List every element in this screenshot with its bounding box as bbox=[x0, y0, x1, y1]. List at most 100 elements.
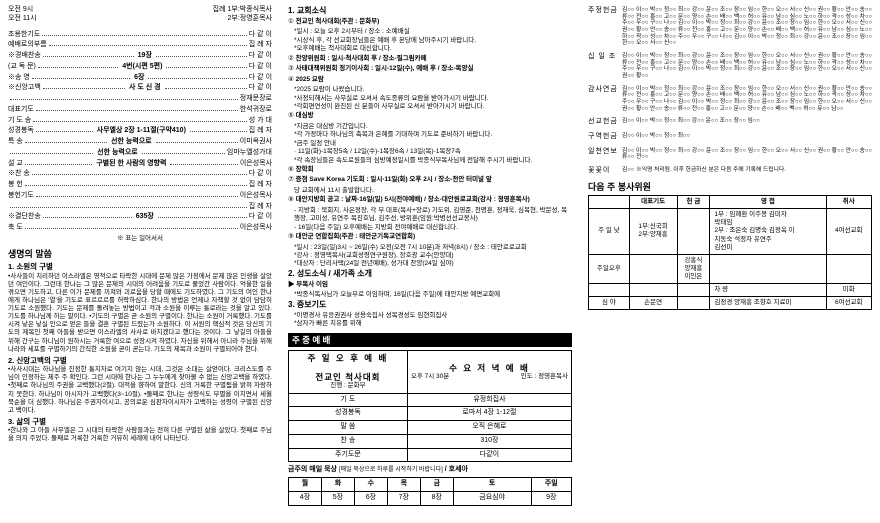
sermon-h2: 2. 신앙고백의 구별 bbox=[8, 356, 272, 365]
stand-note: ※ 표는 일어서서 bbox=[8, 235, 272, 243]
next-week-servants-title: 다음 주 봉사위원 bbox=[588, 182, 872, 193]
day-chapter: 9장 bbox=[531, 491, 571, 505]
notice-header-2: 2. 성도소식 / 새가족 소개 bbox=[288, 269, 572, 279]
offering-names: 주정헌금김○○ 이○○ 박○○ 정○○ 최○○ 강○○ 윤○○ 조○○ 장○○ … bbox=[588, 7, 872, 176]
day-chapter: 8장 bbox=[420, 491, 453, 505]
serve-head: 헌 금 bbox=[677, 196, 710, 209]
service-row: 찬 송310장 bbox=[289, 434, 572, 448]
order-row: 성경봉독사무엘상 2장 1-11절(구약410)집 례 자 bbox=[8, 126, 272, 136]
offering-row: 선교헌금김○○ 이○○ 박○○ 정○○ 최○○ 강○○ 윤○○ 조○○ 장○○ … bbox=[588, 118, 872, 127]
notice-item: ⑤ 대심방 bbox=[288, 112, 572, 120]
serve-row: 주일오후강홍식 양재흥 이인은 bbox=[589, 254, 872, 283]
notice-list-3: *이명경사 유응권권사 성용숙집사 성복경성도 임현희집사*삼자가 빠른 치유를… bbox=[288, 312, 572, 329]
order-row: 집 례 자 bbox=[8, 202, 272, 212]
serve-row: 주 일 낮1부:신국희 2부:양재흥1부 : 임혜환 이주봉 김미자 박태임 2… bbox=[589, 209, 872, 255]
order-row: 정재문장로 bbox=[8, 94, 272, 104]
order-row: 예배로의부름집 례 자 bbox=[8, 40, 272, 50]
order-row: 특 송선한 능력으로이미옥권사 bbox=[8, 137, 272, 147]
sermon-h1: 1. 소원의 구별 bbox=[8, 262, 272, 271]
notice-item: ② 찬양위원회 : 일시-척사대회 후 / 장소-필그림카페 bbox=[288, 55, 572, 63]
column-announcements: 1. 교회소식 ① 전교인 척사대회(주관 : 문화부) *일시 : 오늘 오후 … bbox=[280, 0, 580, 523]
notice-item: ⑧ 대안지방회 공고 : 날짜-16일(일) 5시(전야예배) / 장소-대안원… bbox=[288, 196, 572, 204]
service-times: 오전 9시집례 1부:박종식목사 오전 11시2부:정영훈목사 bbox=[8, 6, 272, 24]
daily-reading-header: 금주의 매일 묵상 [매일 묵상으로 하루를 시작하기 바랍니다] / 호세아 bbox=[288, 466, 572, 475]
notice-item: ① 전교인 척사대회(주관 : 문화부) bbox=[288, 18, 572, 26]
offering-row: 감사연금김○○ 이○○ 박○○ 정○○ 최○○ 강○○ 윤○○ 조○○ 장○○ … bbox=[588, 86, 872, 113]
notice-list-2: ▶ 부목사 이임 *박종식독사님가 오늘부로 이임하며, 16일(다음 주일)에 … bbox=[288, 281, 572, 300]
day-head: 월 bbox=[289, 478, 322, 492]
notice-sub: *사정되해서는 사무실로 오셔서 속도종류의 요람을 받아가시기 바랍니다. bbox=[288, 95, 572, 103]
service-row: 기 도유정희집사 bbox=[289, 393, 572, 407]
notice-sub: 당 교회에서 11시 출발합니다. bbox=[288, 187, 572, 195]
offering-row: 십 일 조김○○ 이○○ 박○○ 정○○ 최○○ 강○○ 윤○○ 조○○ 장○○… bbox=[588, 53, 872, 80]
time-1: 오전 9시 bbox=[8, 6, 33, 15]
notice-sub: *오후예배는 척사대회로 대신합니다. bbox=[288, 45, 572, 53]
weekday-service-table: 주 일 오 후 예 배 전교인 척사대회 진행 : 문화부 수 요 저 녁 예 … bbox=[288, 350, 572, 462]
day-chapter: 금요심야 bbox=[453, 491, 531, 505]
order-row: 대표기도한석귀장로 bbox=[8, 105, 272, 115]
notice-item: ▶ 부목사 이임 bbox=[288, 281, 572, 289]
day-chapter: 4장 bbox=[289, 491, 322, 505]
day-head: 토 bbox=[453, 478, 531, 492]
offering-row: 꽃꽃이김○○ ※익명 처리됨. 이후 헌금하신 분은 다음 주에 기록해 드립니… bbox=[588, 167, 872, 176]
order-row: 봉헌기도이은성목사 bbox=[8, 191, 272, 201]
day-head: 목 bbox=[387, 478, 420, 492]
serve-head: 대표기도 bbox=[629, 196, 677, 209]
order-row: (교 독 문)4번(시편 5편)다 같 이 bbox=[8, 62, 272, 72]
notice-list-1: ① 전교인 척사대회(주관 : 문화부) *일시 : 오늘 오후 2시부터 / 장… bbox=[288, 18, 572, 269]
order-row: 축 도이은성목사 bbox=[8, 223, 272, 233]
sermon-h3: 3. 삶의 구별 bbox=[8, 417, 272, 426]
service-row: 성경봉독로마서 4장 1-12절 bbox=[289, 407, 572, 421]
column-worship-order: 오전 9시집례 1부:박종식목사 오전 11시2부:정영훈목사 조용한기도다 같… bbox=[0, 0, 280, 523]
order-row: 기 도 송성 가 대 bbox=[8, 116, 272, 126]
prayer-item: *삼자가 빠른 치유를 위해 bbox=[288, 320, 572, 328]
notice-sub: *각 속장님들은 속도로원들의 심방예정일시를 박종식부목사님께 전달해 주시기… bbox=[288, 157, 572, 165]
event-title: 전교인 척사대회 bbox=[292, 372, 404, 383]
offering-row: 구역헌금김○○ 이○○ 박○○ 정○○ 최○○ bbox=[588, 133, 872, 142]
offering-row: 일천연보김○○ 이○○ 박○○ 정○○ 최○○ 강○○ 윤○○ 조○○ 장○○ … bbox=[588, 148, 872, 161]
sunday-pm-title: 주 일 오 후 예 배 bbox=[292, 353, 404, 364]
notice-sub: *일시 : 23일(일)3시 ~ 26일(수) 오전(오전 7시 10분)과 저… bbox=[288, 244, 572, 252]
notice-item: ③ 사태대책위원회 정기이사회 : 일시-12일(수), 예배 후 / 장소-목… bbox=[288, 65, 572, 73]
time-2: 오전 11시 bbox=[8, 15, 37, 24]
notice-sub: · 11일(화)-1목장5속 / 12일(수)-1목장6속 / 13일(목)-1… bbox=[288, 148, 572, 156]
order-row: ※송 영6장다 같 이 bbox=[8, 73, 272, 83]
sermon-p1: •사사들이 치리하던 이스라엘은 영적으로 타락한 시대에 문제 많은 가정에서… bbox=[8, 273, 272, 354]
service-row: 말 씀오직 은혜로 bbox=[289, 421, 572, 435]
notice-sub: - 16일(다음 주일) 오후예배는 지방회 전야예배로 대신합니다. bbox=[288, 224, 572, 232]
order-row: 선한 능력으로임마누엘성가대 bbox=[8, 148, 272, 158]
notice-sub: *각 가정마다 하나님의 축복과 은혜를 기대하며 기도로 준비하기 바랍니다. bbox=[288, 131, 572, 139]
day-chapter: 5장 bbox=[321, 491, 354, 505]
notice-header-1: 1. 교회소식 bbox=[288, 6, 572, 16]
day-chapter: 7장 bbox=[387, 491, 420, 505]
serve-row: 심 야손문연김정경 양재흥 조향호 지료미6여선교회 bbox=[589, 297, 872, 310]
order-row: 조용한기도다 같 이 bbox=[8, 30, 272, 40]
notice-sub: *박종식독사님가 오늘부로 이임하며, 16일(다음 주일)에 태안지방 예면교… bbox=[288, 291, 572, 299]
serve-head bbox=[589, 196, 630, 209]
notice-sub: *일시 : 오늘 오후 2시부터 / 장소 : 소예배실 bbox=[288, 28, 572, 36]
notice-sub: - 지방회 : 북회지, 사은정장, 각 부 대표(목사+장로) 기도위, 김영… bbox=[288, 207, 572, 224]
column-offerings: 주정헌금김○○ 이○○ 박○○ 정○○ 최○○ 강○○ 윤○○ 조○○ 장○○ … bbox=[580, 0, 880, 523]
weekday-worship-bar: 주 중 예 배 bbox=[288, 333, 572, 348]
event-sub: 진행 : 문화부 bbox=[292, 382, 404, 390]
sermon-p3: •한나와 그 아들 사무엘은 그 시대의 타락한 사람들과는 전혀 다른 구별된… bbox=[8, 427, 272, 443]
notice-sub: *각회편연성이 완진된 신 분들이 사무실로 오셔서 받아가시기 바랍니다. bbox=[288, 103, 572, 111]
serve-head: 취사 bbox=[826, 196, 872, 209]
order-row: ※결단찬송635장다 같 이 bbox=[8, 212, 272, 222]
serve-row: 차 량미화 bbox=[589, 284, 872, 297]
order-of-worship: 조용한기도다 같 이예배로의부름집 례 자※경배찬송19장다 같 이(교 독 문… bbox=[8, 30, 272, 233]
order-row: ※찬 송다 같 이 bbox=[8, 169, 272, 179]
order-row: ※경배찬송19장다 같 이 bbox=[8, 51, 272, 61]
wed-pm-title: 수 요 저 녁 예 배 bbox=[411, 363, 568, 374]
notice-sub: *지금은 대심방 기간입니다. bbox=[288, 123, 572, 131]
day-head: 화 bbox=[321, 478, 354, 492]
order-row: 봉 헌집 례 자 bbox=[8, 180, 272, 190]
day-head: 금 bbox=[420, 478, 453, 492]
notice-item: ⑥ 장학회 bbox=[288, 166, 572, 174]
service-row: 주기도문다같이 bbox=[289, 448, 572, 462]
notice-item: ⑨ 대안군 연합집회(주관 : 태안군기독교연합회) bbox=[288, 233, 572, 241]
daily-reading-table: 월화수목금토주일 4장5장6장7장8장금요심야9장 bbox=[288, 477, 572, 506]
sermon-section-title: 생명의 말씀 bbox=[8, 249, 272, 260]
day-head: 수 bbox=[354, 478, 387, 492]
notice-item: ④ 2025 요람 bbox=[288, 76, 572, 84]
